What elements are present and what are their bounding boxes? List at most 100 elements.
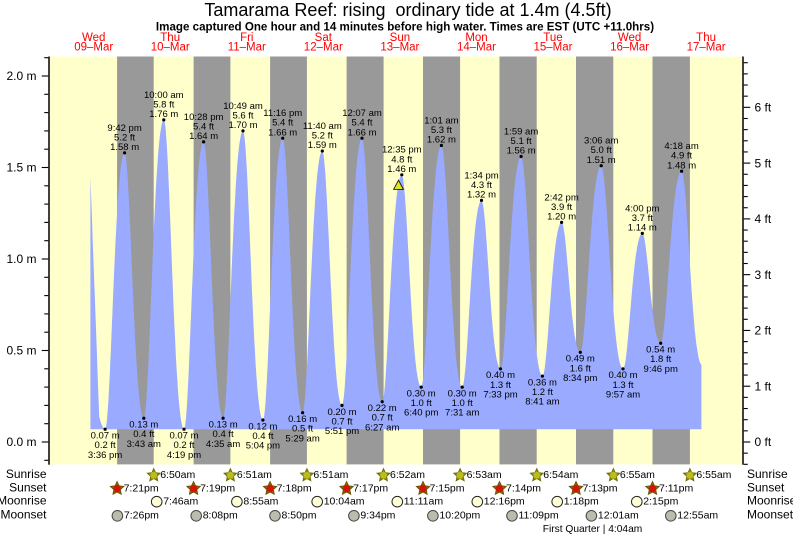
svg-text:10:28 pm: 10:28 pm (184, 112, 224, 123)
svg-text:14–Mar: 14–Mar (457, 41, 496, 53)
svg-text:8:08pm: 8:08pm (203, 510, 238, 522)
svg-text:0.22 m: 0.22 m (368, 403, 397, 414)
svg-text:16–Mar: 16–Mar (610, 41, 649, 53)
svg-text:7:31 am: 7:31 am (445, 408, 479, 419)
svg-text:9:57 am: 9:57 am (606, 389, 640, 400)
svg-text:Thu: Thu (160, 32, 180, 44)
svg-text:4:00 pm: 4:00 pm (625, 203, 659, 214)
svg-text:5 ft: 5 ft (755, 156, 772, 170)
svg-text:Sunrise: Sunrise (6, 467, 47, 481)
svg-text:3:06 am: 3:06 am (584, 136, 618, 147)
svg-text:6 ft: 6 ft (755, 101, 772, 115)
svg-text:0.07 m: 0.07 m (91, 431, 120, 442)
svg-text:5.2 ft: 5.2 ft (312, 131, 333, 142)
svg-text:4.8 ft: 4.8 ft (391, 154, 412, 165)
svg-text:1.48 m: 1.48 m (667, 160, 696, 171)
svg-text:4 ft: 4 ft (755, 212, 772, 226)
svg-text:1.62 m: 1.62 m (427, 135, 456, 146)
svg-text:7:21pm: 7:21pm (124, 482, 159, 494)
svg-text:12:35 pm: 12:35 pm (382, 145, 422, 156)
svg-text:1.14 m: 1.14 m (628, 223, 657, 234)
svg-text:1.56 m: 1.56 m (507, 146, 536, 157)
svg-text:8:41 am: 8:41 am (525, 397, 559, 408)
svg-text:6:53am: 6:53am (467, 469, 502, 481)
svg-text:0.4 ft: 0.4 ft (213, 429, 234, 440)
svg-text:3:36 pm: 3:36 pm (88, 450, 122, 461)
svg-text:9:46 pm: 9:46 pm (644, 364, 678, 375)
svg-text:4:35 am: 4:35 am (206, 439, 240, 450)
svg-text:0.12 m: 0.12 m (248, 421, 277, 432)
svg-text:Sunset: Sunset (747, 480, 785, 494)
svg-text:0.54 m: 0.54 m (646, 345, 675, 356)
svg-text:1.2 ft: 1.2 ft (532, 387, 553, 398)
svg-text:3.7 ft: 3.7 ft (632, 213, 653, 224)
svg-text:1.46 m: 1.46 m (387, 164, 416, 175)
svg-text:1.66 m: 1.66 m (347, 127, 376, 138)
svg-text:5.3 ft: 5.3 ft (431, 125, 452, 136)
svg-text:15–Mar: 15–Mar (534, 41, 573, 53)
svg-text:4.9 ft: 4.9 ft (671, 151, 692, 162)
svg-text:0.30 m: 0.30 m (407, 389, 436, 400)
svg-text:1.66 m: 1.66 m (268, 127, 297, 138)
svg-text:7:17pm: 7:17pm (353, 482, 388, 494)
svg-text:1.20 m: 1.20 m (547, 212, 576, 223)
svg-text:0.16 m: 0.16 m (288, 414, 317, 425)
svg-text:0.0 m: 0.0 m (6, 435, 36, 449)
svg-text:5.2 ft: 5.2 ft (114, 132, 135, 143)
svg-text:1:18pm: 1:18pm (564, 496, 599, 508)
svg-text:1.3 ft: 1.3 ft (490, 380, 511, 391)
svg-text:0.13 m: 0.13 m (209, 420, 238, 431)
svg-text:6:55am: 6:55am (620, 469, 655, 481)
svg-text:1.3 ft: 1.3 ft (612, 380, 633, 391)
svg-text:1.64 m: 1.64 m (189, 131, 218, 142)
svg-text:11:09pm: 11:09pm (519, 510, 559, 522)
svg-text:0.49 m: 0.49 m (566, 354, 595, 365)
svg-text:9:42 pm: 9:42 pm (107, 123, 141, 134)
svg-text:0.40 m: 0.40 m (486, 370, 515, 381)
svg-text:Sat: Sat (315, 32, 333, 44)
svg-text:5:04 pm: 5:04 pm (246, 441, 280, 452)
svg-text:1 ft: 1 ft (755, 379, 772, 393)
svg-text:Sunrise: Sunrise (747, 467, 788, 481)
svg-text:5.8 ft: 5.8 ft (153, 99, 174, 110)
svg-text:6:55am: 6:55am (696, 469, 731, 481)
svg-text:Moonrise: Moonrise (747, 493, 793, 507)
svg-text:0.40 m: 0.40 m (608, 370, 637, 381)
svg-text:13–Mar: 13–Mar (380, 41, 419, 53)
svg-text:Tue: Tue (543, 32, 562, 44)
svg-text:4.3 ft: 4.3 ft (471, 180, 492, 191)
svg-text:4:19 pm: 4:19 pm (167, 450, 201, 461)
svg-text:Fri: Fri (240, 32, 253, 44)
svg-text:7:15pm: 7:15pm (430, 482, 465, 494)
svg-text:1.59 m: 1.59 m (308, 140, 337, 151)
svg-text:11–Mar: 11–Mar (228, 41, 266, 53)
svg-text:0.13 m: 0.13 m (129, 420, 158, 431)
svg-text:6:50am: 6:50am (160, 469, 195, 481)
svg-text:12:16pm: 12:16pm (484, 496, 525, 508)
svg-text:7:33 pm: 7:33 pm (483, 389, 517, 400)
svg-text:12–Mar: 12–Mar (304, 41, 343, 53)
svg-text:5.4 ft: 5.4 ft (351, 118, 372, 129)
svg-text:5:29 am: 5:29 am (285, 433, 319, 444)
svg-text:17–Mar: 17–Mar (687, 41, 726, 53)
svg-text:11:16 pm: 11:16 pm (263, 108, 302, 119)
svg-text:2.0 m: 2.0 m (6, 69, 36, 83)
svg-text:11:40 am: 11:40 am (303, 121, 342, 132)
svg-text:0.2 ft: 0.2 ft (95, 440, 116, 451)
svg-text:5.4 ft: 5.4 ft (272, 118, 293, 129)
svg-text:Moonset: Moonset (747, 508, 793, 522)
svg-text:4:18 am: 4:18 am (664, 141, 698, 152)
svg-text:12:07 am: 12:07 am (342, 108, 382, 119)
svg-text:12:01am: 12:01am (598, 510, 639, 522)
svg-text:0.20 m: 0.20 m (327, 407, 356, 418)
svg-text:10:04am: 10:04am (324, 496, 365, 508)
svg-text:11:11am: 11:11am (404, 496, 444, 508)
svg-text:9:34pm: 9:34pm (360, 510, 395, 522)
svg-text:7:46am: 7:46am (163, 496, 198, 508)
svg-text:6:40 pm: 6:40 pm (404, 408, 438, 419)
svg-text:1.0 ft: 1.0 ft (411, 398, 432, 409)
svg-text:10:00 am: 10:00 am (144, 90, 184, 101)
svg-text:7:26pm: 7:26pm (124, 510, 159, 522)
svg-text:1.32 m: 1.32 m (467, 190, 496, 201)
svg-text:0.30 m: 0.30 m (448, 389, 477, 400)
